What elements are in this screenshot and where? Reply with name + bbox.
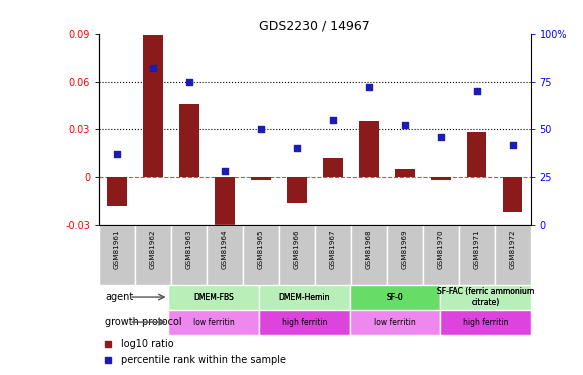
Text: GSM81964: GSM81964 (222, 230, 228, 269)
Bar (207, 225, 243, 285)
Text: GSM81968: GSM81968 (366, 230, 372, 269)
Bar (168, 285, 259, 310)
Text: SF-FAC (ferric ammonium
citrate): SF-FAC (ferric ammonium citrate) (437, 287, 534, 307)
Text: GSM81970: GSM81970 (438, 230, 444, 269)
Bar (179, 104, 199, 177)
Text: DMEM-Hemin: DMEM-Hemin (279, 292, 330, 302)
Point (148, 65, 157, 71)
Bar (99, 225, 135, 285)
Text: log10 ratio: log10 ratio (121, 339, 173, 349)
Text: GSM81962: GSM81962 (150, 230, 156, 269)
Text: growth protocol: growth protocol (105, 317, 182, 327)
Bar (168, 285, 259, 310)
Text: GSM81969: GSM81969 (402, 230, 408, 269)
Bar (503, 177, 522, 212)
Point (436, 134, 445, 140)
Text: low ferritin: low ferritin (374, 318, 416, 327)
Bar (387, 225, 423, 285)
Bar (259, 285, 350, 310)
Bar (431, 177, 451, 180)
Text: agent: agent (105, 292, 134, 302)
Point (508, 141, 517, 147)
Bar (323, 158, 343, 177)
Text: GSM81972: GSM81972 (510, 230, 515, 269)
Text: high ferritin: high ferritin (282, 318, 327, 327)
Bar (107, 177, 127, 206)
Bar (350, 285, 440, 310)
Bar (135, 225, 171, 285)
Point (220, 168, 230, 174)
Text: DMEM-Hemin: DMEM-Hemin (279, 292, 330, 302)
Bar (259, 285, 350, 310)
Text: GSM81965: GSM81965 (258, 230, 264, 269)
Bar (440, 285, 531, 310)
Bar (494, 225, 531, 285)
Bar (350, 310, 440, 334)
Bar (287, 177, 307, 203)
Bar (243, 225, 279, 285)
Text: GSM81966: GSM81966 (294, 230, 300, 269)
Text: GSM81967: GSM81967 (330, 230, 336, 269)
Point (364, 84, 373, 90)
Point (292, 146, 301, 152)
Text: GSM81971: GSM81971 (473, 230, 480, 269)
Bar (351, 225, 387, 285)
Bar (143, 35, 163, 177)
Bar (395, 169, 415, 177)
Text: low ferritin: low ferritin (193, 318, 234, 327)
Point (472, 88, 481, 94)
Bar (440, 310, 531, 334)
Text: SF-FAC (ferric ammonium
citrate): SF-FAC (ferric ammonium citrate) (437, 287, 534, 307)
Text: SF-0: SF-0 (387, 292, 403, 302)
Bar (440, 285, 531, 310)
Text: high ferritin: high ferritin (462, 318, 508, 327)
Text: GSM81963: GSM81963 (186, 230, 192, 269)
Bar (315, 225, 351, 285)
Text: GSM81961: GSM81961 (114, 230, 120, 269)
Bar (168, 310, 259, 334)
Text: DMEM-FBS: DMEM-FBS (194, 292, 234, 302)
Bar (459, 225, 494, 285)
Bar (423, 225, 459, 285)
Point (113, 151, 122, 157)
Bar (359, 122, 378, 177)
Bar (350, 285, 440, 310)
Point (256, 126, 265, 132)
Bar (215, 177, 235, 237)
Text: percentile rank within the sample: percentile rank within the sample (121, 355, 286, 365)
Bar (259, 310, 350, 334)
Bar (251, 177, 271, 180)
Bar (279, 225, 315, 285)
Text: DMEM-FBS: DMEM-FBS (194, 292, 234, 302)
Bar (171, 225, 207, 285)
Title: GDS2230 / 14967: GDS2230 / 14967 (259, 20, 370, 33)
Point (328, 117, 338, 123)
Point (400, 123, 409, 129)
Text: SF-0: SF-0 (387, 292, 403, 302)
Point (184, 78, 194, 84)
Bar (467, 132, 486, 177)
